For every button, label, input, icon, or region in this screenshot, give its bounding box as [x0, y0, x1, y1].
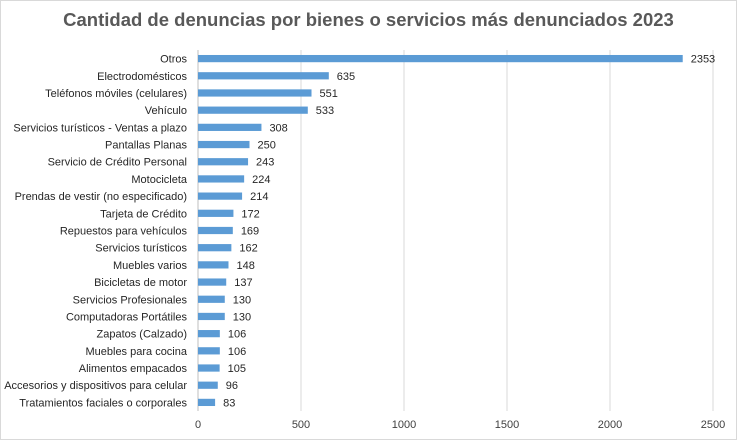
category-label: Vehículo: [145, 105, 187, 117]
category-label: Servicios turísticos - Ventas a plazo: [13, 122, 187, 134]
bar: [198, 278, 227, 286]
value-label: 105: [228, 363, 246, 375]
bar: [198, 244, 232, 252]
category-label: Muebles varios: [113, 260, 187, 272]
gridlines: [197, 50, 714, 411]
x-tick-label: 1500: [495, 419, 519, 431]
x-tick-label: 2000: [598, 419, 622, 431]
category-label: Tarjeta de Crédito: [100, 208, 187, 220]
value-label: 83: [223, 397, 235, 409]
bar: [198, 175, 245, 183]
x-tick-label: 2500: [701, 419, 725, 431]
bar: [198, 330, 220, 338]
bar: [198, 261, 229, 269]
category-label: Servicios Profesionales: [73, 294, 188, 306]
value-label: 137: [234, 277, 252, 289]
value-label: 308: [269, 122, 287, 134]
value-label: 96: [226, 380, 238, 392]
bar: [198, 106, 308, 114]
value-label: 106: [228, 329, 246, 341]
bar: [198, 89, 312, 97]
bar: [198, 123, 262, 131]
category-label: Electrodomésticos: [97, 71, 187, 83]
category-label: Servicios turísticos: [95, 243, 187, 255]
value-label: 243: [256, 157, 274, 169]
category-label: Otros: [160, 54, 187, 66]
category-label: Servicio de Crédito Personal: [48, 157, 187, 169]
value-label: 214: [250, 191, 268, 203]
value-label: 162: [239, 243, 257, 255]
value-label: 551: [320, 88, 338, 100]
chart-title: Cantidad de denuncias por bienes o servi…: [63, 9, 674, 30]
category-label: Pantallas Planas: [105, 140, 187, 152]
value-label: 533: [316, 105, 334, 117]
value-label: 169: [241, 226, 259, 238]
value-label: 250: [258, 140, 276, 152]
bar: [198, 158, 249, 166]
category-label: Tratamientos faciales o corporales: [19, 397, 187, 409]
category-label: Zapatos (Calzado): [97, 329, 188, 341]
bar: [198, 347, 220, 355]
value-label: 130: [233, 294, 251, 306]
value-label: 106: [228, 346, 246, 358]
bar: [198, 398, 216, 407]
category-label: Accesorios y dispositivos para celular: [4, 380, 187, 392]
x-tick-label: 1000: [392, 419, 416, 431]
bar: [198, 295, 225, 303]
value-label: 2353: [691, 54, 715, 66]
bars: [198, 54, 683, 407]
bar: [198, 54, 683, 63]
bar: [198, 226, 233, 235]
value-label: 130: [233, 311, 251, 323]
bar: [198, 140, 250, 149]
category-label: Muebles para cocina: [85, 346, 187, 358]
bar: [198, 364, 220, 372]
category-label: Repuestos para vehículos: [60, 226, 188, 238]
bar: [198, 381, 218, 389]
labels: 0 500 1000 1500 2000 2500 Otros 2353 Electrodomé…: [4, 54, 725, 431]
category-label: Motocicleta: [131, 174, 188, 186]
bar: [198, 72, 329, 80]
bar: [198, 192, 243, 200]
value-label: 224: [252, 174, 270, 186]
category-label: Prendas de vestir (no especificado): [15, 191, 187, 203]
value-label: 172: [241, 208, 259, 220]
bar: [198, 312, 225, 321]
category-label: Bicicletas de motor: [94, 277, 187, 289]
category-label: Alimentos empacados: [79, 363, 188, 375]
x-tick-label: 0: [195, 419, 201, 431]
category-label: Teléfonos móviles (celulares): [45, 88, 187, 100]
category-label: Computadoras Portátiles: [66, 311, 188, 323]
x-tick-label: 500: [292, 419, 310, 431]
bar: [198, 209, 234, 217]
value-label: 148: [236, 260, 254, 272]
value-label: 635: [337, 71, 355, 83]
